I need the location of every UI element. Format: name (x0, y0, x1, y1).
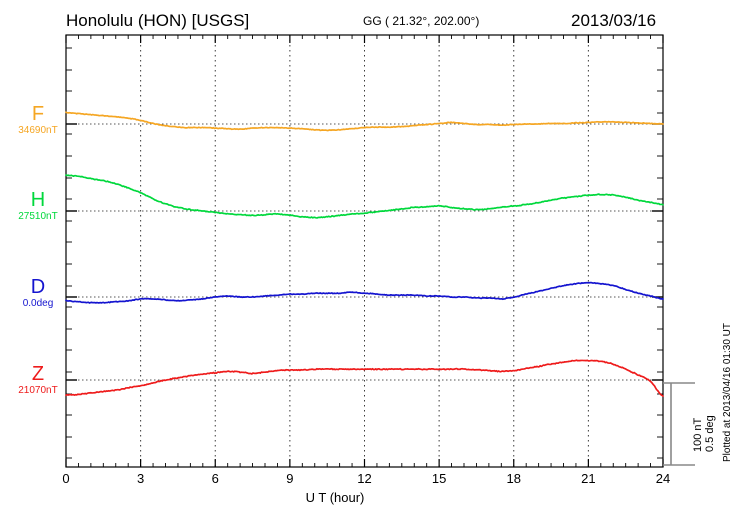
x-tick-label: 9 (286, 471, 294, 486)
component-baseline-h: 27510nT (18, 211, 58, 222)
scale-bar-bracket (663, 382, 695, 466)
component-symbol-z: Z (31, 363, 45, 385)
component-baseline-d: 0.0deg (22, 298, 54, 309)
x-tick-label: 21 (581, 471, 596, 486)
y-axis-ticks (66, 47, 663, 459)
x-axis-ticks (65, 35, 664, 467)
geographic-coordinates: GG ( 21.32°, 202.00°) (363, 14, 480, 28)
vertical-gridlines (140, 35, 589, 467)
component-symbol-f: F (31, 103, 45, 125)
page-title: Honolulu (HON) [USGS] (66, 11, 250, 30)
component-symbol-h: H (30, 189, 46, 211)
component-label-f: F 34690nT (10, 104, 66, 137)
x-tick-label: 6 (211, 471, 219, 486)
plotted-at-timestamp: Plotted at 2013/04/16 01:30 UT (722, 323, 730, 462)
x-axis-title: U T (hour) (305, 490, 365, 505)
x-tick-label: 15 (431, 471, 447, 486)
trace-group (65, 111, 664, 397)
scale-bar-nt: 100 nT (692, 417, 704, 452)
x-tick-label: 12 (357, 471, 372, 486)
x-tick-label: 3 (137, 471, 145, 486)
component-symbol-d: D (30, 276, 46, 298)
component-label-h: H 27510nT (10, 190, 66, 223)
x-tick-label: 18 (506, 471, 521, 486)
observation-date: 2013/03/16 (571, 11, 657, 30)
component-label-z: Z 21070nT (10, 364, 66, 397)
scale-bar-label: 100 nT 0.5 deg (692, 415, 716, 452)
component-baseline-z: 21070nT (18, 385, 58, 396)
component-baselines (66, 123, 663, 381)
x-tick-label: 24 (655, 471, 671, 486)
component-baseline-f: 34690nT (18, 125, 58, 136)
scale-bar-deg: 0.5 deg (704, 415, 716, 452)
component-label-d: D 0.0deg (10, 277, 66, 310)
x-tick-label: 0 (62, 471, 70, 486)
